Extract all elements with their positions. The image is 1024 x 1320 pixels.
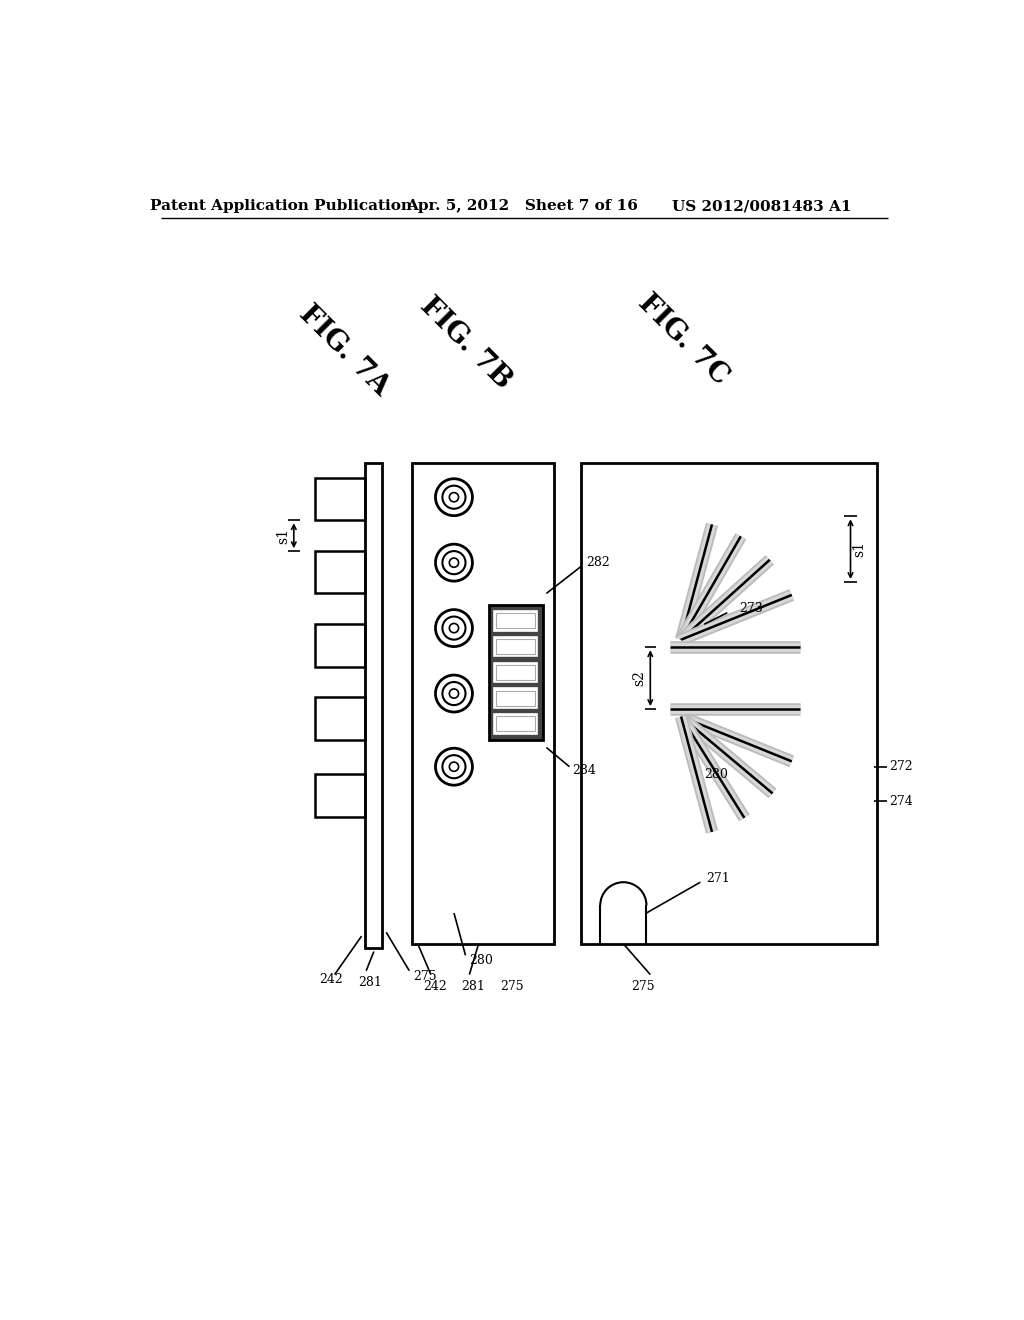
Text: FIG. 7C: FIG. 7C [633, 289, 734, 389]
Text: 281: 281 [358, 975, 382, 989]
Bar [497, 690, 535, 706]
Bar [494, 636, 538, 656]
Text: US 2012/0081483 A1: US 2012/0081483 A1 [672, 199, 852, 213]
Bar [494, 611, 538, 631]
Text: s2: s2 [633, 671, 646, 686]
Text: s1: s1 [853, 541, 866, 557]
Bar [315, 552, 366, 594]
Text: 271: 271 [707, 871, 730, 884]
Bar [497, 665, 535, 680]
Text: 272: 272 [889, 760, 912, 774]
Text: s1: s1 [276, 528, 290, 544]
Text: 280: 280 [705, 768, 728, 781]
Bar [315, 478, 366, 520]
Text: Patent Application Publication: Patent Application Publication [150, 199, 412, 213]
Text: 275: 275 [413, 970, 437, 983]
Text: FIG. 7A: FIG. 7A [294, 301, 395, 401]
Text: Apr. 5, 2012   Sheet 7 of 16: Apr. 5, 2012 Sheet 7 of 16 [406, 199, 638, 213]
Text: 280: 280 [469, 954, 494, 968]
Bar [494, 663, 538, 682]
Text: 242: 242 [318, 973, 343, 986]
Text: 281: 281 [461, 979, 485, 993]
Bar [581, 462, 878, 944]
Text: FIG. 7B: FIG. 7B [415, 292, 516, 395]
Text: 275: 275 [631, 979, 654, 993]
Bar [494, 714, 538, 734]
Bar [497, 639, 535, 655]
Text: 242: 242 [423, 979, 446, 993]
Bar [315, 697, 366, 739]
Bar [497, 717, 535, 731]
Text: 275: 275 [500, 979, 523, 993]
Bar [488, 605, 543, 739]
Bar [366, 462, 382, 948]
Text: 274: 274 [889, 795, 912, 808]
Bar [497, 614, 535, 628]
Text: 282: 282 [587, 556, 610, 569]
Bar [315, 624, 366, 667]
Bar [494, 688, 538, 708]
Bar [315, 775, 366, 817]
Bar [412, 462, 554, 944]
Text: 273: 273 [739, 602, 763, 615]
Text: 284: 284 [572, 764, 596, 777]
